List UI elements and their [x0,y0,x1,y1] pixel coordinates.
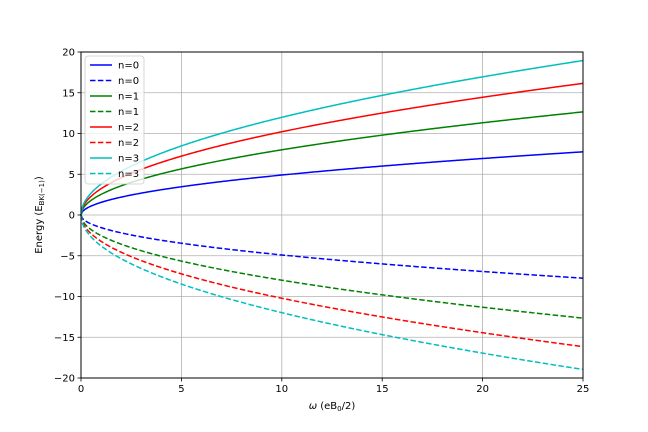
x-axis-label-text: (eB [317,401,337,412]
x-axis-label-subscript: 0 [337,405,341,413]
legend-box [84,55,145,185]
y-axis-label: Energy (EBK(−1)) [34,176,46,254]
y-axis-label-text: Energy (E [34,205,45,253]
plot-lines [80,59,584,371]
y-axis-label-subscript: BK(−1) [38,180,46,205]
legend-label: n=1 [118,107,139,118]
y-tick-label: 20 [62,48,75,59]
series-line-n1-dashed [80,214,584,319]
y-tick-label: −15 [54,333,75,344]
series-line-n1-solid [80,111,584,216]
x-tick-label: 20 [476,384,489,395]
legend-label: n=1 [118,92,139,103]
legend-label: n=0 [118,61,139,72]
series-line-n3-solid [80,59,584,216]
x-axis-label: ω (eB0/2) [309,401,356,413]
series-line-n2-dashed [80,214,584,348]
x-tick-label: 0 [78,384,84,395]
legend-label: n=2 [118,138,139,149]
x-tick-label: 10 [275,384,288,395]
x-axis-label-symbol: ω [309,401,317,412]
x-tick-label: 5 [178,384,184,395]
series-line-n0-solid [80,151,584,216]
axis-ticks: 0 5 10 15 20 25 −20 −15 −10 −5 0 5 10 15 20 [54,48,589,396]
x-tick-label: 25 [577,384,590,395]
series-line-n3-dashed [80,214,584,371]
y-tick-label: −10 [54,292,75,303]
y-tick-label: −5 [60,251,75,262]
series-line-n2-solid [80,82,584,216]
x-tick-label: 15 [376,384,389,395]
legend-label: n=2 [118,123,139,134]
legend-label: n=3 [118,169,139,180]
y-tick-label: 0 [69,211,75,222]
y-tick-label: 15 [62,88,75,99]
x-axis-label-tail: /2) [342,401,356,412]
series-line-n0-dashed [80,214,584,279]
y-axis-label-tail: ) [34,176,45,180]
y-tick-label: 5 [69,170,75,181]
y-tick-label: −20 [54,374,75,385]
legend-label: n=3 [118,154,139,165]
legend-label: n=0 [118,76,139,87]
y-tick-label: 10 [62,129,75,140]
legend: n=0 n=0 n=1 n=1 n=2 n=2 n=3 n=3 [84,55,145,185]
